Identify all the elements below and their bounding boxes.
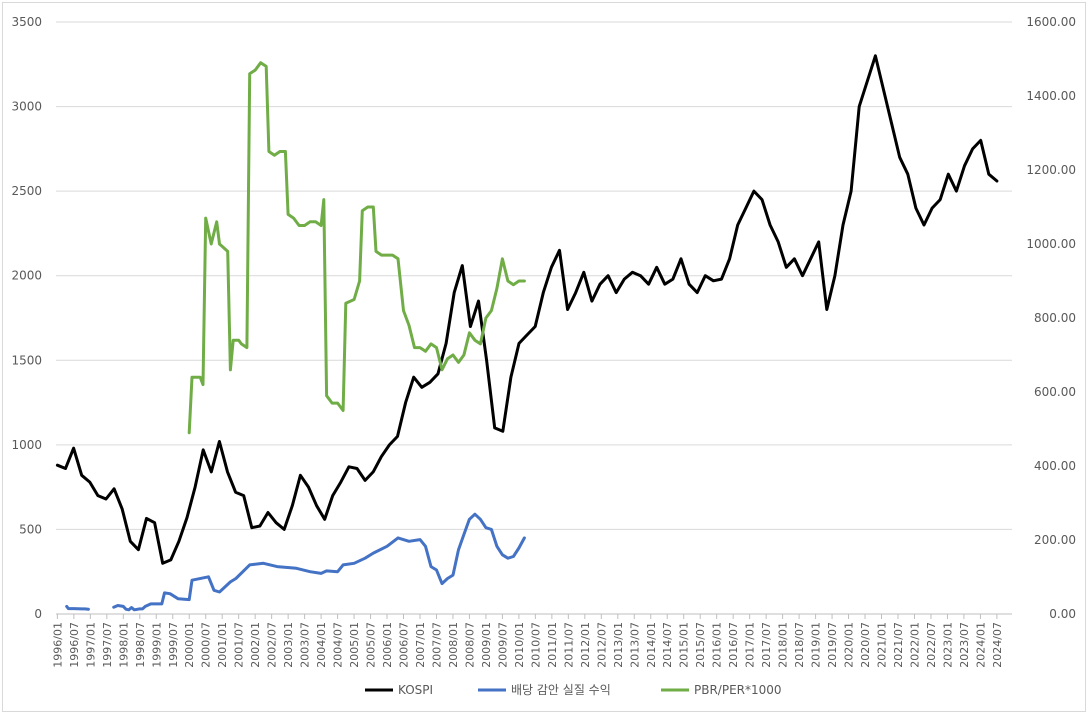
x-tick-label: 2020/01: [843, 622, 856, 668]
x-tick-label: 2014/01: [645, 622, 658, 668]
legend-label: PBR/PER*1000: [694, 683, 782, 697]
x-tick-label: 1999/01: [150, 622, 163, 668]
x-tick-label: 2021/01: [876, 622, 889, 668]
x-tick-label: 2012/07: [595, 622, 608, 668]
right-tick-label: 1200.00: [1026, 163, 1076, 177]
series-layer: [55, 54, 999, 612]
x-tick-label: 2011/01: [546, 622, 559, 668]
x-tick-label: 2016/07: [727, 622, 740, 668]
legend-item: PBR/PER*1000: [661, 683, 782, 697]
x-tick-label: 1998/07: [134, 622, 147, 668]
series-line: [65, 604, 90, 611]
x-tick-label: 2013/07: [628, 622, 641, 668]
x-tick-label: 1997/01: [84, 622, 97, 668]
left-tick-label: 1500: [11, 353, 42, 367]
right-tick-label: 0.00: [1049, 607, 1076, 621]
x-tick-label: 2004/07: [332, 622, 345, 668]
x-tick-label: 2023/01: [941, 622, 954, 668]
gridlines: [56, 21, 1012, 615]
legend: KOSPI 배당 감안 실질 수익 PBR/PER*1000: [365, 683, 782, 697]
left-tick-label: 2000: [11, 269, 42, 283]
right-tick-label: 1400.00: [1026, 89, 1076, 103]
x-tick-label: 2014/07: [661, 622, 674, 668]
left-tick-label: 0: [34, 607, 42, 621]
legend-label: 배당 감안 실질 수익: [511, 683, 611, 697]
x-tick-label: 2000/01: [183, 622, 196, 668]
x-tick-label: 1998/01: [117, 622, 130, 668]
left-tick-label: 1000: [11, 438, 42, 452]
series-PBR/PER*1000: [187, 61, 526, 435]
x-tick-label: 2019/07: [826, 622, 839, 668]
x-tick-label: 2018/01: [777, 622, 790, 668]
legend-item: 배당 감안 실질 수익: [478, 683, 611, 697]
x-tick-label: 2021/07: [892, 622, 905, 668]
x-tick-label: 2001/01: [216, 622, 229, 668]
legend-item: KOSPI: [365, 683, 433, 697]
x-tick-label: 2022/07: [925, 622, 938, 668]
x-tick-label: 2008/07: [463, 622, 476, 668]
x-tick-label: 2005/01: [348, 622, 361, 668]
right-tick-label: 1600.00: [1026, 15, 1076, 29]
right-tick-label: 600.00: [1034, 385, 1076, 399]
x-tick-label: 2018/07: [793, 622, 806, 668]
right-tick-label: 400.00: [1034, 459, 1076, 473]
x-tick-label: 2003/01: [282, 622, 295, 668]
x-tick-label: 2007/01: [414, 622, 427, 668]
series-배당 감안 실질 수익: [65, 512, 526, 612]
series-line: [112, 512, 526, 612]
x-tick-label: 2017/01: [744, 622, 757, 668]
right-tick-label: 800.00: [1034, 311, 1076, 325]
x-tick-label: 2005/07: [365, 622, 378, 668]
x-tick-label: 2000/07: [200, 622, 213, 668]
x-tick-label: 1996/07: [68, 622, 81, 668]
x-tick-label: 2016/01: [711, 622, 724, 668]
x-tick-label: 2010/07: [529, 622, 542, 668]
x-tick-label: 2019/01: [810, 622, 823, 668]
x-tick-label: 2006/07: [398, 622, 411, 668]
x-tick-label: 2013/01: [612, 622, 625, 668]
right-tick-label: 1000.00: [1026, 237, 1076, 251]
left-tick-label: 3500: [11, 15, 42, 29]
x-tick-label: 2023/07: [958, 622, 971, 668]
left-tick-label: 2500: [11, 184, 42, 198]
right-tick-label: 200.00: [1034, 533, 1076, 547]
x-tick-label: 2015/01: [678, 622, 691, 668]
series-KOSPI: [55, 54, 999, 565]
x-tick-label: 2001/07: [233, 622, 246, 668]
x-tick-label: 2008/01: [447, 622, 460, 668]
x-tick-label: 2012/01: [579, 622, 592, 668]
left-tick-label: 3000: [11, 100, 42, 114]
x-tick-label: 2006/01: [381, 622, 394, 668]
x-tick-label: 1996/01: [51, 622, 64, 668]
x-tick-label: 2010/01: [513, 622, 526, 668]
series-line: [187, 61, 526, 435]
x-tick-label: 2022/01: [908, 622, 921, 668]
x-tick-label: 1999/07: [167, 622, 180, 668]
x-tick-label: 2020/07: [859, 622, 872, 668]
x-tick-label: 2002/01: [249, 622, 262, 668]
x-tick-label: 2002/07: [266, 622, 279, 668]
x-tick-label: 2011/07: [562, 622, 575, 668]
x-tick-label: 2009/07: [496, 622, 509, 668]
legend-label: KOSPI: [398, 683, 433, 697]
left-tick-label: 500: [19, 522, 42, 536]
x-tick-label: 1997/07: [101, 622, 114, 668]
x-tick-label: 2003/07: [299, 622, 312, 668]
x-tick-label: 2015/07: [694, 622, 707, 668]
x-tick-label: 2017/07: [760, 622, 773, 668]
x-tick-label: 2004/01: [315, 622, 328, 668]
x-tick-label: 2024/01: [974, 622, 987, 668]
axes: 0 500 1000 1500 2000 2500 3000 3500 0.00 200.00 40…: [11, 15, 1076, 668]
x-tick-label: 2024/07: [991, 622, 1004, 668]
series-line: [55, 54, 999, 565]
x-tick-label: 2009/01: [480, 622, 493, 668]
x-tick-label: 2007/07: [430, 622, 443, 668]
